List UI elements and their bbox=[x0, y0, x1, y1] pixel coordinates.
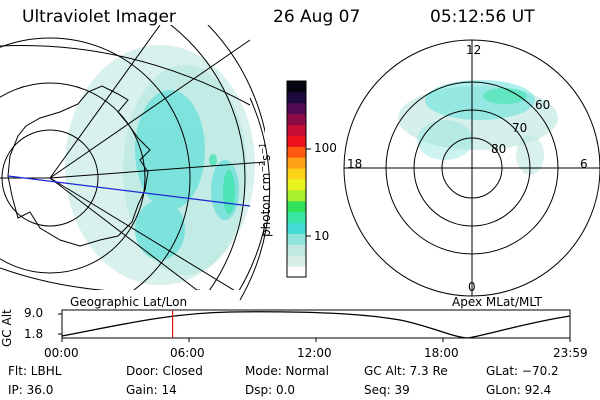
coastline bbox=[7, 85, 151, 247]
mlt-label-6: 6 bbox=[580, 157, 588, 171]
filter-info: Flt: LBHL bbox=[8, 364, 62, 378]
door-info: Door: Closed bbox=[126, 364, 203, 378]
altitude-plot bbox=[58, 309, 571, 342]
glon-info: GLon: 92.4 bbox=[486, 383, 552, 397]
colorbar-segment bbox=[287, 81, 306, 93]
mlt-label-12: 12 bbox=[466, 43, 482, 57]
apex-caption: Apex MLat/MLT bbox=[452, 295, 542, 309]
colorbar-segment bbox=[287, 266, 306, 278]
colorbar-segment bbox=[287, 124, 306, 136]
colorbar-segment bbox=[287, 113, 306, 126]
colorbar-segment bbox=[287, 146, 306, 158]
time-label: 05:12:56 UT bbox=[430, 7, 535, 27]
gc-alt-info: GC Alt: 7.3 Re bbox=[364, 364, 448, 378]
seq-info: Seq: 39 bbox=[364, 383, 410, 397]
altitude-tick-high: 9.0 bbox=[24, 306, 44, 320]
time-tick-1: 06:00 bbox=[170, 346, 205, 360]
latitude-circle bbox=[0, 82, 146, 274]
colorbar-segment bbox=[287, 233, 306, 245]
colorbar-segment bbox=[287, 168, 306, 180]
altitude-curve bbox=[61, 311, 571, 339]
colorbar-tick-100: 100 bbox=[314, 141, 337, 155]
colorbar-segment bbox=[287, 211, 306, 224]
geographic-caption: Geographic Lat/Lon bbox=[70, 295, 188, 309]
geographic-map bbox=[0, 25, 265, 290]
altitude-ylabel: GC Alt bbox=[0, 309, 14, 347]
mlt-label-0: 0 bbox=[468, 280, 476, 294]
time-tick-2: 12:00 bbox=[297, 346, 332, 360]
colorbar-tick-10: 10 bbox=[314, 229, 330, 243]
time-tick-0: 00:00 bbox=[44, 346, 79, 360]
time-tick-3: 18:00 bbox=[424, 346, 459, 360]
mode-info: Mode: Normal bbox=[245, 364, 329, 378]
instrument-title: Ultraviolet Imager bbox=[22, 7, 176, 27]
glat-info: GLat: −70.2 bbox=[486, 364, 559, 378]
colorbar-segment bbox=[287, 157, 306, 169]
colorbar bbox=[287, 81, 306, 278]
colorbar-segment bbox=[287, 200, 306, 213]
colorbar-segment bbox=[287, 189, 306, 202]
time-tick-4: 23:59 bbox=[553, 346, 588, 360]
colorbar-segment bbox=[287, 255, 306, 267]
altitude-tick-low: 1.8 bbox=[24, 327, 44, 341]
gain-info: Gain: 14 bbox=[126, 383, 177, 397]
latitude-circle bbox=[170, 25, 246, 290]
colorbar-segment bbox=[287, 222, 306, 234]
colorbar-frame bbox=[286, 80, 307, 278]
orbit-track bbox=[7, 175, 251, 207]
mlt-label-18: 18 bbox=[347, 157, 363, 171]
colorbar-segment bbox=[287, 91, 306, 104]
mlat-label-70: 70 bbox=[512, 121, 528, 135]
dsp-info: Dsp: 0.0 bbox=[245, 383, 296, 397]
mlat-label-80: 80 bbox=[491, 142, 507, 156]
colorbar-segment bbox=[287, 135, 306, 147]
latitude-circle bbox=[0, 37, 191, 290]
colorbar-segment bbox=[287, 102, 306, 115]
date-label: 26 Aug 07 bbox=[273, 7, 361, 27]
polar-plot bbox=[343, 39, 600, 297]
colorbar-unit-label: photon cm−2s−1 bbox=[258, 142, 273, 237]
colorbar-segment bbox=[287, 179, 306, 191]
ip-info: IP: 36.0 bbox=[8, 383, 54, 397]
colorbar-segment bbox=[287, 244, 306, 256]
mlat-label-60: 60 bbox=[535, 98, 551, 112]
